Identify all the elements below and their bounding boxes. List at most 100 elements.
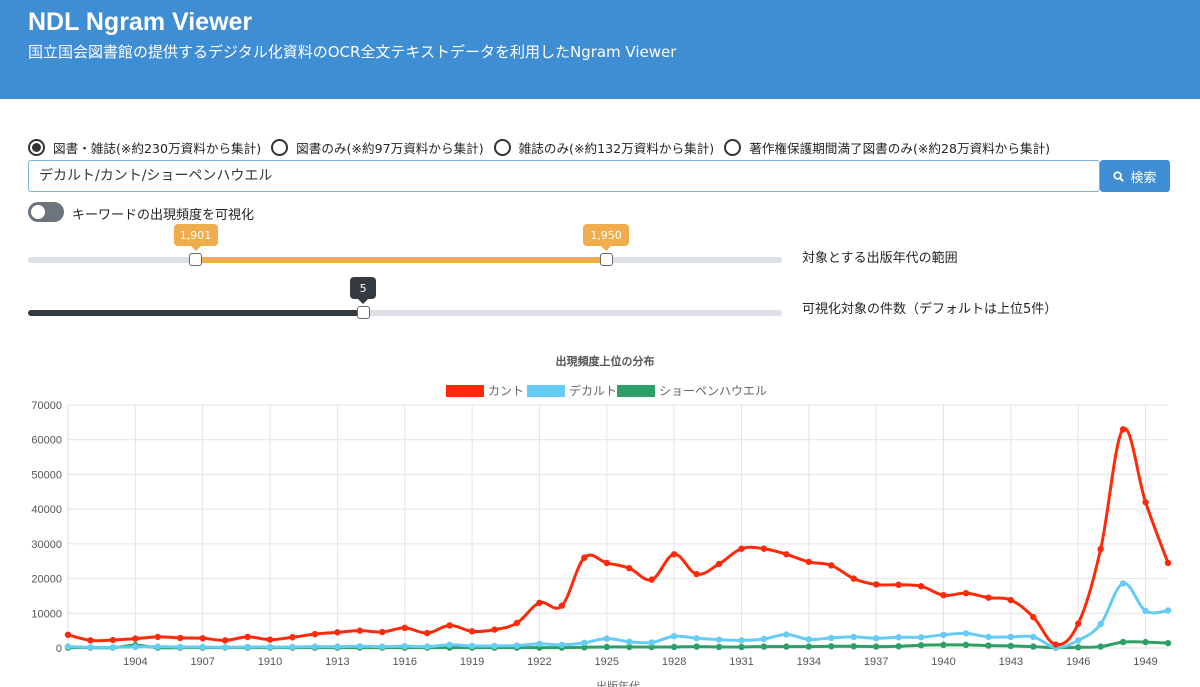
data-point [648, 643, 655, 651]
radio-public-domain-books[interactable]: 著作権保護期間満了図書のみ(※約28万資料から集計) [724, 138, 1050, 157]
data-point [895, 581, 902, 589]
data-point [715, 643, 723, 651]
data-point [783, 551, 790, 558]
radio-books-only[interactable]: 図書のみ(※約97万資料から集計) [271, 138, 484, 157]
data-point [693, 643, 700, 650]
data-point [670, 632, 678, 640]
data-point [266, 643, 274, 651]
data-point [356, 643, 364, 650]
data-point [1142, 499, 1149, 506]
data-point [199, 635, 206, 642]
data-point [1075, 620, 1082, 627]
data-point [221, 644, 229, 651]
data-point [783, 631, 790, 638]
data-point [850, 633, 857, 641]
radio-button[interactable] [271, 138, 289, 156]
data-point [1097, 643, 1104, 650]
data-point [828, 562, 835, 569]
data-point [423, 629, 431, 637]
data-point [1075, 644, 1082, 651]
data-point [940, 641, 947, 649]
data-point [581, 644, 588, 651]
year-range-end-handle[interactable] [599, 253, 613, 266]
data-point [985, 642, 992, 649]
data-point [446, 622, 453, 629]
year-range-start-tooltip: 1,901 [173, 224, 218, 251]
top-n-handle[interactable] [356, 306, 370, 319]
x-tick-label: 1934 [797, 656, 821, 668]
top-n-tooltip: 5 [350, 277, 377, 304]
data-point [1097, 545, 1104, 553]
data-point [289, 643, 296, 651]
data-point [109, 644, 117, 651]
y-tick-label: 20000 [31, 574, 62, 586]
radio-button[interactable] [493, 138, 511, 156]
radio-label: 図書・雑誌(※約230万資料から集計) [53, 140, 262, 156]
frequency-visualize-toggle[interactable] [28, 202, 64, 222]
data-point [87, 644, 94, 651]
radio-books-and-magazines[interactable]: 図書・雑誌(※約230万資料から集計) [28, 138, 261, 157]
top-n-slider-track[interactable] [28, 310, 782, 316]
data-point [850, 643, 857, 650]
data-point [154, 633, 161, 641]
data-point [603, 643, 610, 651]
data-point [872, 643, 880, 650]
search-input[interactable]: デカルト/カント/ショーペンハウエル [28, 160, 1100, 192]
year-range-label: 対象とする出版年代の範囲 [802, 251, 958, 266]
data-point [1030, 643, 1037, 650]
data-point [1007, 633, 1015, 641]
data-point [244, 643, 251, 651]
data-point [1142, 607, 1149, 615]
toggle-label: キーワードの出現頻度を可視化 [72, 208, 255, 223]
y-tick-label: 30000 [31, 539, 62, 551]
radio-magazines-only[interactable]: 雑誌のみ(※約132万資料から集計) [493, 138, 715, 157]
y-tick-label: 70000 [31, 400, 62, 412]
radio-label: 雑誌のみ(※約132万資料から集計) [518, 140, 715, 156]
x-axis-title: 出版年代 [596, 679, 640, 687]
x-tick-label: 1904 [123, 656, 147, 668]
data-point [760, 635, 768, 643]
y-tick-label: 0 [56, 643, 62, 655]
data-point [783, 643, 790, 650]
x-tick-label: 1919 [460, 656, 484, 668]
data-point [1164, 607, 1172, 614]
data-point [334, 643, 341, 650]
legend-swatch [527, 385, 565, 397]
radio-button[interactable] [724, 138, 742, 156]
top-n-label: 可視化対象の件数（デフォルトは上位5件） [802, 302, 1058, 317]
data-point [423, 643, 431, 650]
data-point [1030, 613, 1037, 621]
data-point [828, 643, 835, 650]
data-point [266, 636, 274, 643]
data-point [221, 637, 229, 644]
y-tick-label: 50000 [31, 469, 62, 481]
data-point [872, 635, 880, 642]
x-tick-label: 1922 [527, 656, 551, 668]
data-point [760, 643, 768, 650]
year-range-start-handle[interactable] [189, 253, 203, 266]
app-header: NDL Ngram Viewer 国立国会図書館の提供するデジタル化資料のOCR… [0, 0, 1200, 99]
data-point [895, 634, 902, 641]
radio-label: 著作権保護期間満了図書のみ(※約28万資料から集計) [749, 140, 1051, 156]
data-point [1097, 620, 1104, 628]
series-line [67, 581, 1169, 649]
data-point [895, 643, 902, 650]
data-point [87, 637, 94, 644]
ngram-chart-svg: 0 10000 20000 30000 40000 50000 60000 70000 1904… [31, 354, 1172, 687]
data-point [177, 634, 184, 642]
search-button[interactable]: 検索 [1100, 160, 1170, 192]
x-tick-label: 1925 [595, 656, 619, 668]
radio-button[interactable] [28, 138, 45, 156]
data-point [468, 642, 476, 650]
data-point [536, 640, 543, 648]
legend-label: ショーペンハウエル [659, 384, 767, 398]
data-point [626, 643, 633, 651]
data-point [244, 633, 251, 641]
data-point [670, 643, 678, 651]
radio-label: 図書のみ(※約97万資料から集計) [296, 140, 484, 156]
data-point [311, 630, 319, 638]
data-point [64, 643, 72, 650]
x-tick-label: 1937 [864, 656, 888, 668]
data-point [356, 627, 364, 634]
x-tick-label: 1946 [1066, 656, 1090, 668]
